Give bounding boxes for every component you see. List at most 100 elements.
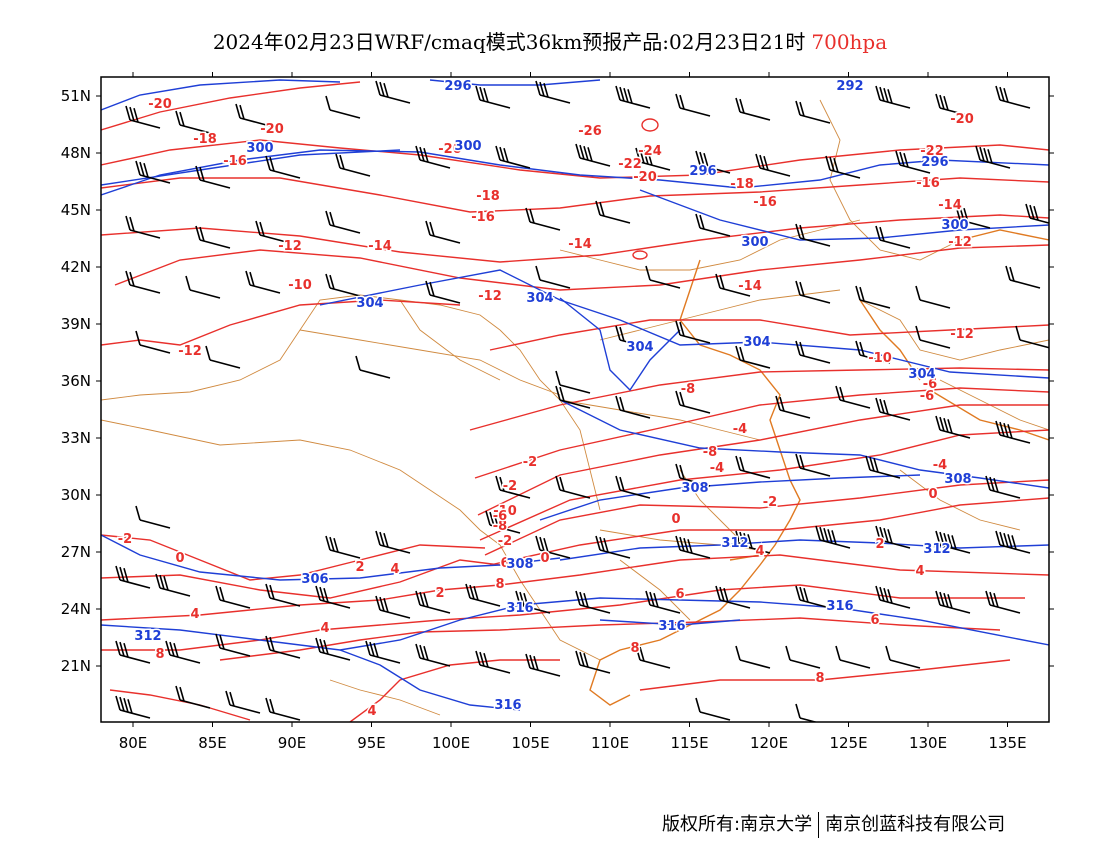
temperature-label: -18 [730, 177, 754, 192]
wind-barb [1005, 265, 1041, 289]
border-line [559, 399, 761, 441]
isotherm [101, 584, 1025, 651]
wind-barb [875, 397, 911, 421]
wind-barb [645, 590, 681, 614]
wind-barb [675, 320, 711, 344]
height-contour [559, 399, 1049, 489]
height-label: 316 [494, 698, 521, 713]
wind-barb [195, 225, 231, 249]
lon-label: 80E [119, 734, 148, 752]
temperature-label: 6 [870, 613, 879, 628]
wind-barb [525, 207, 561, 231]
height-label: 312 [923, 542, 950, 557]
temperature-label: -4 [933, 458, 947, 473]
temperature-label: 2 [355, 560, 364, 575]
wind-barb [135, 505, 171, 529]
footer-right: 南京创蓝科技有限公司 [825, 814, 1006, 835]
height-labels: 296 300 300 296 292 296 300 300 304 304 304 304 304 3… [133, 78, 973, 715]
isotherm [477, 404, 1049, 516]
wind-barb [615, 475, 651, 499]
height-contour [559, 297, 681, 392]
wind-barb [215, 633, 251, 657]
wind-barb [265, 635, 301, 659]
wind-barb [755, 153, 791, 177]
temperature-label: -6 [923, 377, 937, 392]
wind-barb [995, 420, 1031, 444]
wind-barb [935, 415, 971, 439]
wind-barb [785, 645, 821, 669]
height-label: 300 [246, 141, 273, 156]
isotherm-closed [632, 250, 648, 260]
temperature-label: 6 [500, 556, 509, 571]
wind-barb [375, 530, 411, 554]
temperature-label: -12 [478, 289, 502, 304]
wind-barb [835, 645, 871, 669]
isotherm [474, 387, 1049, 479]
height-label: 312 [721, 536, 748, 551]
temperature-label: -12 [948, 235, 972, 250]
lon-label: 95E [357, 734, 386, 752]
wind-barb [615, 395, 651, 419]
temperature-label: -26 [578, 124, 602, 139]
border-line [859, 299, 1049, 361]
border-line [101, 419, 501, 546]
wind-barb [135, 160, 171, 184]
temperature-label: -20 [148, 97, 172, 112]
wind-barb [915, 325, 951, 349]
temperature-label: -10 [288, 278, 312, 293]
isotherm [489, 319, 1049, 351]
temperature-label: -10 [493, 504, 517, 519]
isotherm [101, 214, 1049, 263]
temperature-label: 6 [0, 0, 5, 4]
border-line [599, 289, 841, 341]
wind-barb [515, 590, 551, 614]
temperature-label: -2 [503, 479, 517, 494]
temperature-label: -18 [193, 132, 217, 147]
isotherm [101, 81, 361, 131]
border-line [619, 559, 691, 621]
height-label: 306 [301, 572, 328, 587]
wind-barb [315, 637, 351, 661]
wind-barb [875, 525, 911, 549]
temperature-label: 4 [390, 562, 399, 577]
wind-barbs [115, 80, 1049, 722]
height-label: 296 [444, 79, 471, 94]
wind-barb [115, 565, 151, 589]
wind-barb [695, 150, 731, 174]
temperature-label: 0 [671, 512, 680, 527]
height-label: 304 [743, 335, 770, 350]
wind-barb [255, 220, 291, 244]
temperature-label: 0 [540, 551, 549, 566]
temperature-label: -24 [638, 144, 662, 159]
wind-barb [315, 585, 351, 609]
height-contour [101, 149, 1049, 196]
axis-ticks: 51N 48N 45N 42N 39N 36N 33N 30N 27N 24N 21N 80E 85E 9… [61, 72, 1054, 752]
height-contour [539, 474, 921, 521]
height-contour [599, 619, 741, 626]
height-label: 300 [454, 139, 481, 154]
border-line [399, 299, 501, 381]
wind-barb [985, 475, 1021, 499]
wind-barb [115, 695, 151, 719]
wind-barb [615, 85, 651, 109]
temperature-label: -14 [368, 239, 392, 254]
wind-barb [935, 530, 971, 554]
wind-barb [795, 703, 819, 722]
wind-barb [195, 165, 231, 189]
temperature-label: -8 [703, 445, 717, 460]
wind-barb [635, 147, 671, 171]
footer-separator [818, 812, 820, 838]
wind-barb [335, 153, 371, 177]
temperature-label: -2 [523, 455, 537, 470]
wind-barb [595, 535, 631, 559]
lon-label: 135E [988, 734, 1026, 752]
border-line [329, 679, 441, 716]
temperature-label: 4 [190, 607, 199, 622]
wind-barb [535, 535, 571, 559]
lat-label: 33N [61, 429, 91, 447]
height-label: 316 [658, 619, 685, 634]
wind-barb [675, 93, 711, 117]
isotherm [101, 139, 1049, 179]
temperature-label: 4 [320, 621, 329, 636]
wind-barb [525, 653, 561, 677]
